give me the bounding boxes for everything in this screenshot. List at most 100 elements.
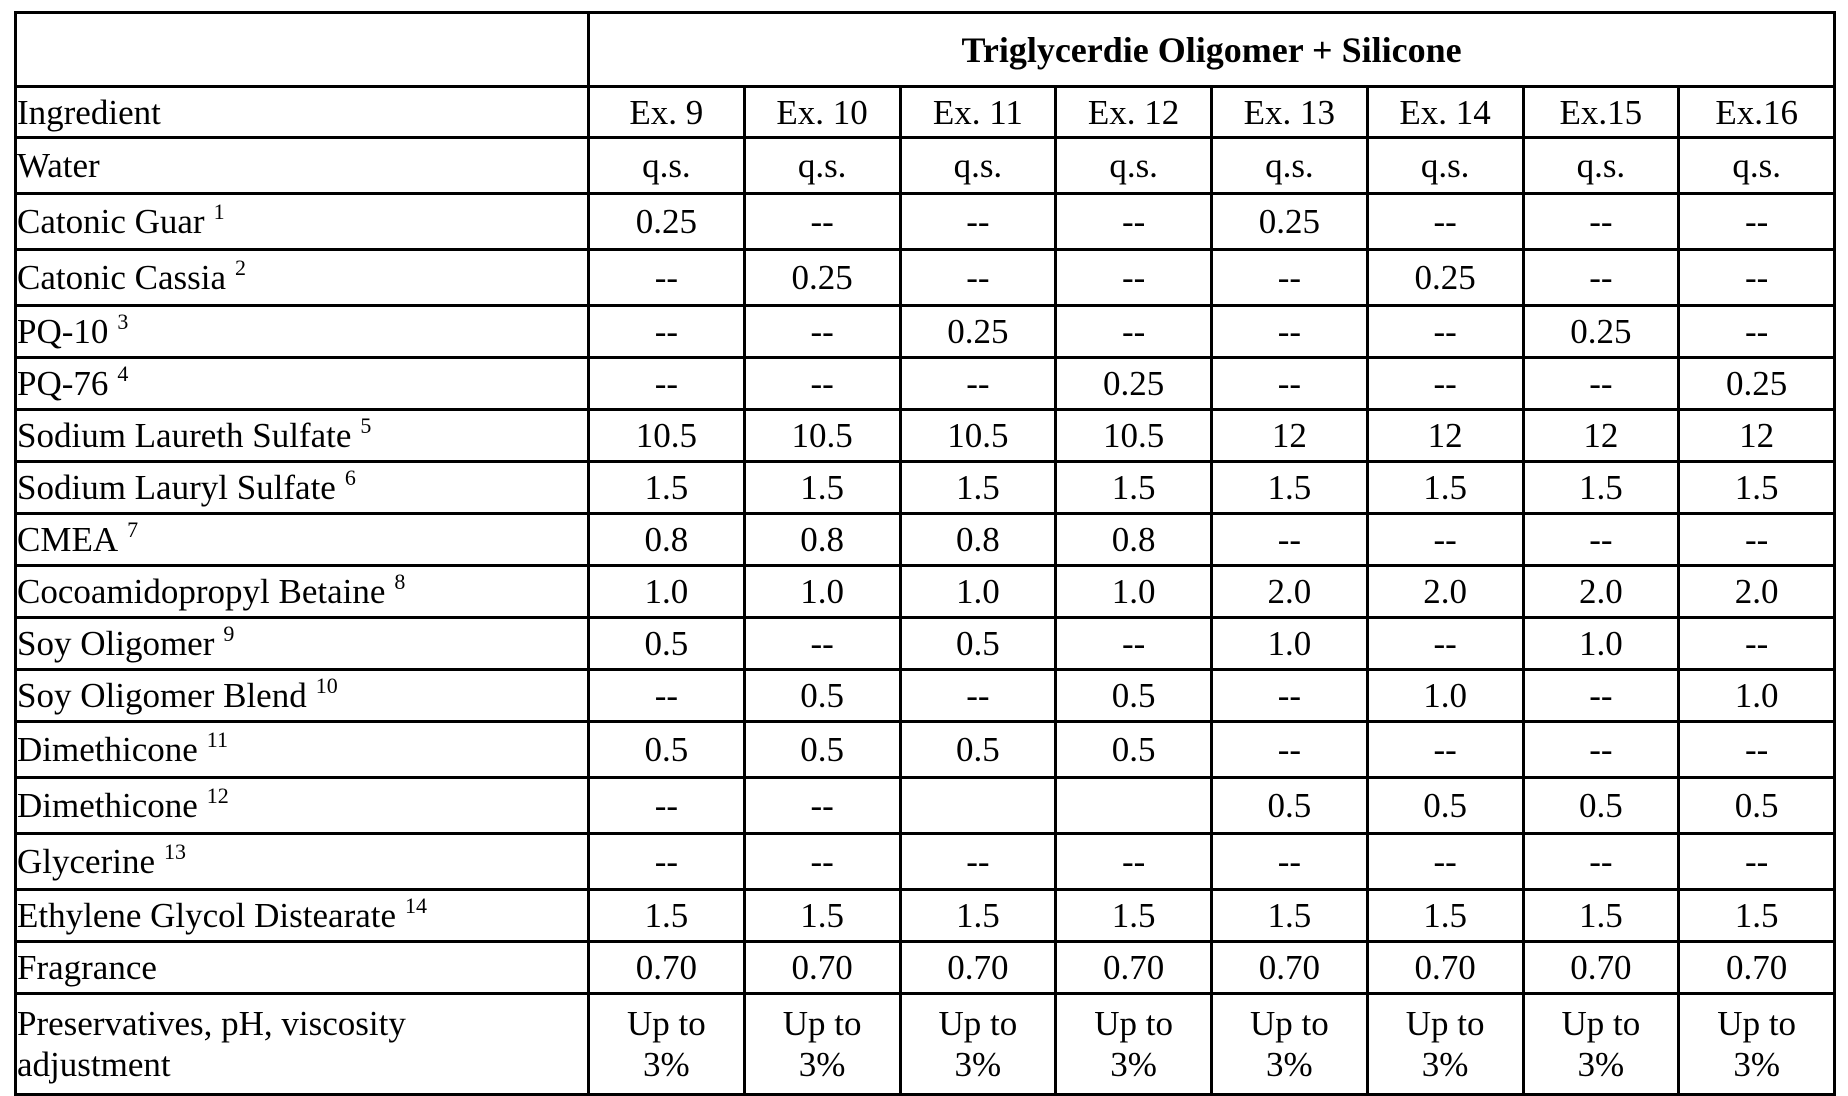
- value-cell: 1.0: [1056, 566, 1212, 618]
- footnote-marker: 8: [394, 569, 405, 594]
- value-line1: Up to: [1057, 1003, 1210, 1044]
- value-cell: 1.5: [1523, 462, 1679, 514]
- value-cell: 0.5: [1056, 670, 1212, 722]
- ingredient-cell: PQ-103: [16, 306, 589, 358]
- value-cell: 1.5: [1056, 890, 1212, 942]
- table-row: Glycerine13----------------: [16, 834, 1835, 890]
- value-cell: --: [1679, 514, 1835, 566]
- ingredient-header: Ingredient: [16, 87, 589, 138]
- ingredient-cell: CMEA7: [16, 514, 589, 566]
- ingredient-name: PQ-76: [17, 364, 108, 403]
- value-cell: 1.5: [1056, 462, 1212, 514]
- table-row: Sodium Lauryl Sulfate61.51.51.51.51.51.5…: [16, 462, 1835, 514]
- value-cell: 10.5: [900, 410, 1056, 462]
- value-line2: 3%: [1680, 1044, 1833, 1085]
- formulation-table: Triglycerdie Oligomer + Silicone Ingredi…: [14, 11, 1836, 1096]
- value-cell: --: [744, 306, 900, 358]
- footnote-marker: 9: [223, 621, 234, 646]
- value-cell: --: [1056, 618, 1212, 670]
- value-cell: 1.0: [1523, 618, 1679, 670]
- value-cell: --: [1679, 834, 1835, 890]
- value-cell: --: [1212, 670, 1368, 722]
- value-cell: Up to3%: [1056, 994, 1212, 1095]
- value-cell: --: [1212, 834, 1368, 890]
- value-line1: Up to: [1369, 1003, 1522, 1044]
- ingredient-cell: Sodium Laureth Sulfate5: [16, 410, 589, 462]
- ingredient-cell: Cocoamidopropyl Betaine8: [16, 566, 589, 618]
- value-cell: q.s.: [1056, 138, 1212, 194]
- value-cell: q.s.: [744, 138, 900, 194]
- ingredient-name: Soy Oligomer Blend: [17, 676, 307, 715]
- ingredient-cell: Glycerine13: [16, 834, 589, 890]
- table-row: Soy Oligomer90.5--0.5--1.0--1.0--: [16, 618, 1835, 670]
- value-cell: Up to3%: [589, 994, 745, 1095]
- value-cell: q.s.: [900, 138, 1056, 194]
- value-cell: --: [1679, 194, 1835, 250]
- value-cell: 0.70: [1056, 942, 1212, 994]
- value-cell: 0.25: [589, 194, 745, 250]
- value-cell: 0.25: [1056, 358, 1212, 410]
- value-cell: 0.8: [589, 514, 745, 566]
- value-cell: 0.5: [744, 670, 900, 722]
- value-cell: --: [1212, 306, 1368, 358]
- value-cell: --: [744, 358, 900, 410]
- value-cell: --: [1679, 250, 1835, 306]
- ingredient-cell: Preservatives, pH, viscosityadjustment: [16, 994, 589, 1095]
- ingredient-name: CMEA: [17, 520, 118, 559]
- value-cell: 1.0: [744, 566, 900, 618]
- value-cell: 12: [1679, 410, 1835, 462]
- value-cell: Up to3%: [1679, 994, 1835, 1095]
- value-cell: --: [1056, 250, 1212, 306]
- footnote-marker: 12: [207, 783, 229, 808]
- table-row: Fragrance0.700.700.700.700.700.700.700.7…: [16, 942, 1835, 994]
- value-cell: q.s.: [589, 138, 745, 194]
- ingredient-name: Dimethicone: [17, 786, 198, 825]
- value-cell: --: [589, 306, 745, 358]
- value-line1: Up to: [1213, 1003, 1366, 1044]
- value-cell: --: [1056, 194, 1212, 250]
- value-cell: q.s.: [1523, 138, 1679, 194]
- value-cell: --: [1367, 306, 1523, 358]
- table-row: Cocoamidopropyl Betaine81.01.01.01.02.02…: [16, 566, 1835, 618]
- value-cell: --: [1523, 514, 1679, 566]
- footnote-marker: 5: [360, 413, 371, 438]
- value-cell: 0.8: [744, 514, 900, 566]
- value-cell: 0.70: [589, 942, 745, 994]
- table-row: PQ-103----0.25------0.25--: [16, 306, 1835, 358]
- value-cell: --: [744, 194, 900, 250]
- value-cell: 1.5: [1212, 890, 1368, 942]
- value-cell: --: [1212, 250, 1368, 306]
- column-header-row: Ingredient Ex. 9 Ex. 10 Ex. 11 Ex. 12 Ex…: [16, 87, 1835, 138]
- value-cell: --: [1523, 358, 1679, 410]
- value-cell: 0.5: [1056, 722, 1212, 778]
- value-line1: Up to: [1525, 1003, 1678, 1044]
- table-row: Waterq.s.q.s.q.s.q.s.q.s.q.s.q.s.q.s.: [16, 138, 1835, 194]
- value-cell: 0.5: [1679, 778, 1835, 834]
- value-cell: --: [744, 778, 900, 834]
- footnote-marker: 1: [214, 199, 225, 224]
- value-cell: 2.0: [1367, 566, 1523, 618]
- value-cell: Up to3%: [1523, 994, 1679, 1095]
- table-row: Dimethicone110.50.50.50.5--------: [16, 722, 1835, 778]
- value-cell: 0.8: [1056, 514, 1212, 566]
- ingredient-cell: Soy Oligomer9: [16, 618, 589, 670]
- value-cell: 0.5: [900, 722, 1056, 778]
- ingredient-name: Dimethicone: [17, 730, 198, 769]
- value-line1: Up to: [902, 1003, 1055, 1044]
- table-row: Ethylene Glycol Distearate141.51.51.51.5…: [16, 890, 1835, 942]
- value-cell: 0.25: [744, 250, 900, 306]
- table-row: CMEA70.80.80.80.8--------: [16, 514, 1835, 566]
- value-cell: q.s.: [1212, 138, 1368, 194]
- ingredient-name: Sodium Lauryl Sulfate: [17, 468, 336, 507]
- ingredient-cell: Fragrance: [16, 942, 589, 994]
- value-cell: 2.0: [1679, 566, 1835, 618]
- ingredient-name-line2: adjustment: [17, 1044, 587, 1085]
- value-cell: --: [900, 834, 1056, 890]
- value-cell: --: [1523, 670, 1679, 722]
- ingredient-cell: Dimethicone 12: [16, 778, 589, 834]
- value-cell: --: [589, 250, 745, 306]
- value-cell: 1.5: [900, 462, 1056, 514]
- table-row: Soy Oligomer Blend10--0.5--0.5--1.0--1.0: [16, 670, 1835, 722]
- footnote-marker: 6: [345, 465, 356, 490]
- footnote-marker: 2: [235, 255, 246, 280]
